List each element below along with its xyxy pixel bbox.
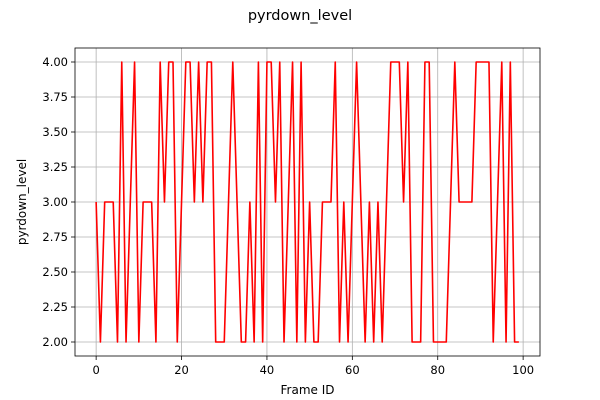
y-axis-label: pyrdown_level xyxy=(15,159,29,245)
y-tick-label: 2.25 xyxy=(42,300,68,314)
x-tick-label: 0 xyxy=(92,363,99,377)
chart-title: pyrdown_level xyxy=(248,8,352,24)
y-tick-label: 3.50 xyxy=(42,125,68,139)
x-axis-label: Frame ID xyxy=(281,383,335,397)
axis-ticks: 0 20 40 60 80 100 2.00 2.25 2.50 2.75 3.00 3.25 3.50… xyxy=(42,55,534,377)
x-tick-label: 20 xyxy=(174,363,189,377)
y-tick-label: 3.75 xyxy=(42,90,68,104)
y-tick-label: 3.25 xyxy=(42,160,68,174)
grid xyxy=(75,48,540,356)
series-layer xyxy=(95,61,519,343)
series-line xyxy=(95,61,519,343)
y-tick-label: 2.50 xyxy=(42,265,68,279)
x-tick-label: 100 xyxy=(512,363,534,377)
y-tick-label: 2.00 xyxy=(42,335,68,349)
y-tick-label: 2.75 xyxy=(42,230,68,244)
y-tick-label: 3.00 xyxy=(42,195,68,209)
y-tick-label: 4.00 xyxy=(42,55,68,69)
x-tick-label: 40 xyxy=(260,363,275,377)
x-tick-label: 60 xyxy=(345,363,360,377)
x-tick-label: 80 xyxy=(430,363,445,377)
